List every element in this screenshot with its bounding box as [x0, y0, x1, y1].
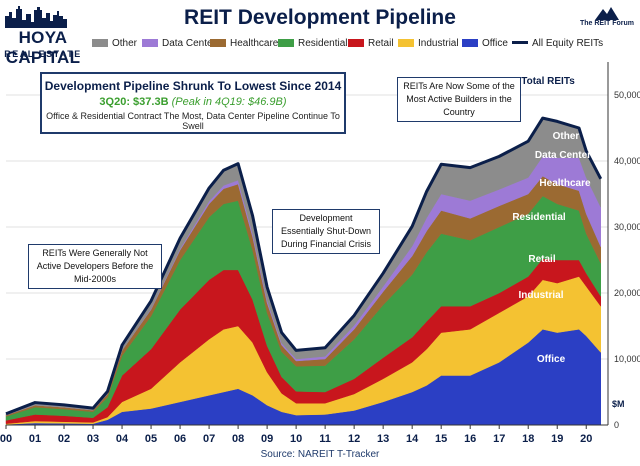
x-tick-label: 08	[232, 433, 244, 445]
hoya-capital-logo: HOYA CAPITAL REAL ESTATE	[3, 4, 83, 67]
legend-label: Other	[112, 38, 138, 49]
total-reits-line	[5, 116, 603, 416]
legend-swatch	[512, 41, 528, 44]
legend-label: Healthcare	[230, 38, 279, 49]
logo-line1: HOYA CAPITAL	[5, 28, 81, 67]
summary-value-text: 3Q20: $37.3B	[99, 96, 169, 108]
legend-label: Data Center	[162, 38, 216, 49]
x-tick-label: 12	[348, 433, 360, 445]
logo-line2: REAL ESTATE	[4, 49, 82, 59]
legend-label: Industrial	[418, 38, 459, 49]
x-tick-label: 15	[435, 433, 447, 445]
summary-peak-text: (Peak in 4Q19: $46.9B)	[171, 96, 287, 108]
x-tick-label: 03	[87, 433, 99, 445]
x-tick-label: 00	[0, 433, 12, 445]
series-label-healthcare: Healthcare	[539, 178, 591, 189]
x-tick-label: 06	[174, 433, 186, 445]
x-tick-label: 17	[493, 433, 505, 445]
y-tick-label: 0	[614, 420, 619, 430]
note-2000s: REITs Were Generally Not Active Develope…	[28, 244, 162, 289]
summary-desc: Office & Residential Contract The Most, …	[46, 111, 340, 131]
x-tick-label: 16	[464, 433, 476, 445]
forum-name: The REIT Forum	[579, 20, 635, 27]
chart-title: REIT Development Pipeline	[184, 6, 456, 29]
y-tick-label: 40,000	[614, 156, 640, 166]
x-tick-label: 07	[203, 433, 215, 445]
series-label-industrial: Industrial	[518, 290, 563, 301]
legend-item-all-equity-reits: All Equity REITs	[512, 38, 603, 49]
x-tick-label: 10	[290, 433, 302, 445]
legend-item-office: Office	[462, 38, 508, 49]
y-tick-label: 10,000	[614, 354, 640, 364]
x-tick-label: 02	[58, 433, 70, 445]
legend-item-other: Other	[92, 38, 137, 49]
summary-value: 3Q20: $37.3B (Peak in 4Q19: $46.9B)	[42, 96, 344, 108]
legend-item-residential: Residential	[278, 38, 347, 49]
y-unit-label: $M	[612, 399, 625, 409]
series-label-other: Other	[553, 131, 580, 142]
reit-forum-logo: The REIT Forum	[576, 4, 638, 34]
x-tick-labels: 00 01 02 03 04 05 06 07 08 09 10 11 12 13 14 15 16 17 18 19…	[0, 425, 592, 445]
x-tick-label: 01	[29, 433, 41, 445]
legend: Other Data Center Healthcare Residential Ret…	[92, 38, 612, 52]
series-label-retail: Retail	[528, 254, 555, 265]
legend-item-data-center: Data Center	[142, 38, 216, 49]
summary-box: Development Pipeline Shrunk To Lowest Si…	[40, 72, 346, 134]
y-tick-label: 50,000	[614, 90, 640, 100]
legend-swatch	[462, 39, 478, 47]
x-tick-label: 19	[551, 433, 563, 445]
x-tick-label: 13	[377, 433, 389, 445]
series-label-residential: Residential	[512, 212, 566, 223]
summary-heading: Development Pipeline Shrunk To Lowest Si…	[44, 79, 342, 93]
note-financial-crisis: Development Essentially Shut-Down During…	[272, 209, 380, 254]
legend-label: All Equity REITs	[532, 38, 604, 49]
x-tick-label: 20	[580, 433, 592, 445]
legend-item-healthcare: Healthcare	[210, 38, 278, 49]
skyline-icon	[5, 6, 67, 28]
legend-label: Office	[482, 38, 508, 49]
note-active-builders: REITs Are Now Some of the Most Active Bu…	[397, 77, 521, 122]
legend-swatch	[92, 39, 108, 47]
series-label-data-center: Data Center	[535, 150, 591, 161]
series-label-office: Office	[537, 354, 566, 365]
source-note: Source: NAREIT T-Tracker	[260, 449, 380, 460]
y-tick-label: 20,000	[614, 288, 640, 298]
x-tick-label: 14	[406, 433, 419, 445]
mountain-icon	[595, 7, 619, 20]
legend-item-industrial: Industrial	[398, 38, 459, 49]
x-tick-label: 09	[261, 433, 273, 445]
legend-label: Retail	[368, 38, 394, 49]
legend-swatch	[142, 39, 158, 47]
x-tick-label: 18	[522, 433, 534, 445]
legend-swatch	[398, 39, 414, 47]
legend-item-retail: Retail	[348, 38, 394, 49]
y-tick-labels: 0 10,000 20,000 30,000 40,000 50,000	[614, 90, 640, 430]
y-tick-label: 30,000	[614, 222, 640, 232]
legend-swatch	[348, 39, 364, 47]
series-label-total-reits: Total REITs	[521, 76, 575, 87]
series-labels: Total REITs Other Data Center Healthcare Res…	[512, 76, 591, 365]
x-tick-label: 05	[145, 433, 157, 445]
legend-swatch	[210, 39, 226, 47]
total-line-group	[5, 116, 603, 416]
x-tick-label: 04	[116, 433, 129, 445]
legend-label: Residential	[298, 38, 348, 49]
axes	[6, 62, 609, 426]
x-tick-label: 11	[319, 433, 331, 445]
legend-swatch	[278, 39, 294, 47]
